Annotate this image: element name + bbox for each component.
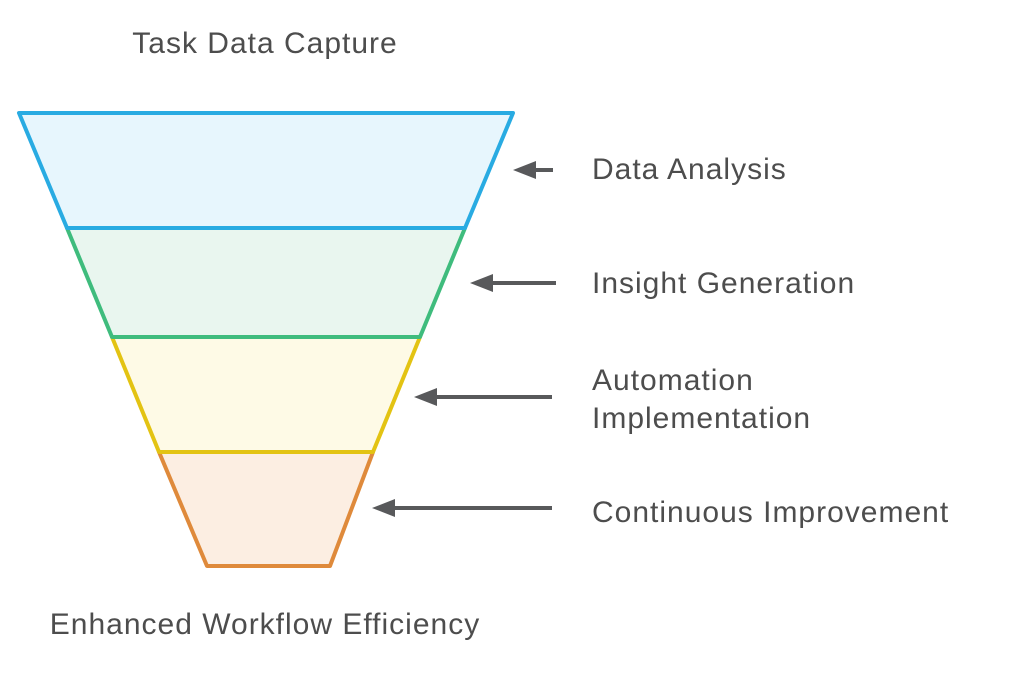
funnel-stage-data-analysis-shape (17, 111, 515, 230)
funnel-stage-insight-generation (65, 226, 467, 339)
stage-label-continuous-improvement: Continuous Improvement (592, 496, 950, 529)
arrowhead-icon (372, 499, 395, 517)
stage-label-automation-implementation: Automation Implementation (592, 364, 812, 435)
diagram-title: Task Data Capture (132, 27, 398, 60)
funnel-stage-automation-implementation (110, 335, 422, 454)
funnel-stage-continuous-improvement (157, 450, 375, 568)
diagram-caption: Enhanced Workflow Efficiency (49, 608, 481, 641)
arrowhead-icon (470, 274, 493, 292)
arrowhead-icon (414, 388, 437, 406)
stage-label-insight-generation: Insight Generation (592, 267, 856, 300)
arrow-left-icon (513, 161, 553, 179)
arrow-left-icon (470, 274, 556, 292)
stage-label-data-analysis: Data Analysis (592, 153, 787, 186)
funnel-stage-automation-implementation-shape (110, 335, 422, 454)
arrow-left-icon (414, 388, 552, 406)
funnel-stage-insight-generation-shape (65, 226, 467, 339)
arrowhead-icon (513, 161, 536, 179)
arrow-left-icon (372, 499, 552, 517)
funnel-stage-data-analysis (17, 111, 515, 230)
funnel-stage-continuous-improvement-shape (157, 450, 375, 568)
